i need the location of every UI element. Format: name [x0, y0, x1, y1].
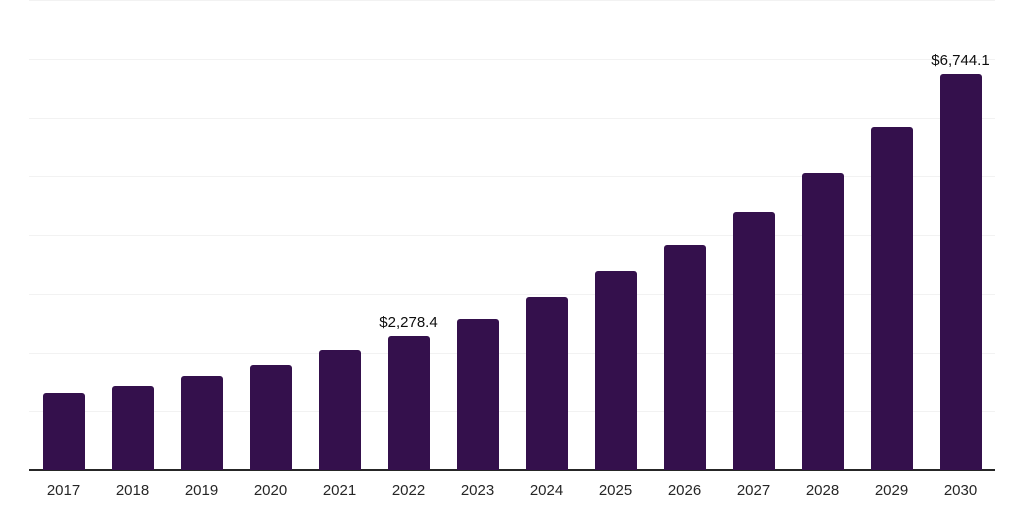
value-label-2030: $6,744.1: [931, 51, 990, 69]
x-axis-line: [29, 469, 995, 471]
x-label-2020: 2020: [253, 482, 288, 499]
bar-2027: [732, 212, 775, 470]
gridline-6000: [29, 117, 995, 119]
bar-2024: [525, 297, 568, 470]
x-label-2030: 2030: [943, 482, 978, 499]
x-label-2017: 2017: [46, 482, 81, 499]
value-label-2022: $2,278.4: [379, 314, 438, 332]
bar-2023: [456, 319, 499, 470]
x-label-2021: 2021: [322, 482, 357, 499]
x-label-2026: 2026: [667, 482, 702, 499]
bar-2017: [42, 393, 85, 470]
gridline-5000: [29, 176, 995, 178]
gridline-8000: [29, 0, 995, 1]
bar-2029: [870, 126, 913, 470]
bar-2022: [387, 336, 430, 470]
gridline-7000: [29, 58, 995, 60]
gridline-2000: [29, 352, 995, 354]
x-label-2027: 2027: [736, 482, 771, 499]
x-label-2024: 2024: [529, 482, 564, 499]
x-label-2028: 2028: [805, 482, 840, 499]
bar-2019: [180, 376, 223, 470]
x-label-2019: 2019: [184, 482, 219, 499]
bar-2025: [594, 270, 637, 470]
bar-2026: [663, 245, 706, 470]
gridline-3000: [29, 293, 995, 295]
x-label-2022: 2022: [391, 482, 426, 499]
bar-2021: [318, 350, 361, 470]
bar-2030: [939, 73, 982, 470]
x-label-2025: 2025: [598, 482, 633, 499]
bar-2028: [801, 173, 844, 470]
x-label-2029: 2029: [874, 482, 909, 499]
x-label-2018: 2018: [115, 482, 150, 499]
gridline-1000: [29, 411, 995, 413]
plot-area: $2,278.4 $6,744.1: [29, 0, 995, 471]
gridline-4000: [29, 235, 995, 236]
x-label-2023: 2023: [460, 482, 495, 499]
bar-2018: [111, 386, 154, 470]
bar-2020: [249, 364, 292, 470]
